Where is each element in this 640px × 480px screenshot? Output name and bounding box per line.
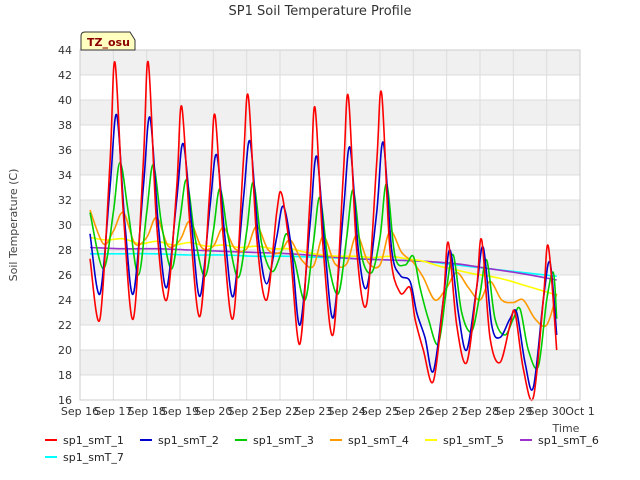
x-tick-label: Sep 18 (128, 405, 166, 418)
x-tick-label: Sep 22 (261, 405, 299, 418)
x-tick-label: Sep 17 (94, 405, 132, 418)
plot-band (80, 225, 580, 250)
y-tick-label: 44 (58, 44, 72, 57)
x-tick-label: Sep 30 (528, 405, 566, 418)
x-tick-label: Sep 25 (361, 405, 399, 418)
x-tick-label: Sep 23 (294, 405, 332, 418)
plot-band (80, 350, 580, 375)
y-axis-label: Soil Temperature (C) (7, 169, 20, 282)
plot-band (80, 75, 580, 100)
x-tick-label: Sep 27 (428, 405, 466, 418)
tz-annotation: TZ_osu (80, 31, 136, 51)
x-tick-label: Sep 16 (61, 405, 99, 418)
x-tick-label: Sep 20 (194, 405, 232, 418)
legend: sp1_smT_1 sp1_smT_2 sp1_smT_3 sp1_smT_4 sp1_… (45, 434, 599, 464)
x-axis-label: Time (552, 422, 580, 435)
legend-label-sp1_smT_5: sp1_smT_5 (443, 434, 504, 447)
chart-title: SP1 Soil Temperature Profile (229, 4, 412, 19)
y-tick-label: 34 (58, 169, 72, 182)
x-tick-label: Sep 24 (328, 405, 366, 418)
y-tick-label: 20 (58, 344, 72, 357)
y-tick-label: 32 (58, 194, 72, 207)
x-tick-label: Sep 29 (494, 405, 532, 418)
x-tick-label: Sep 26 (394, 405, 432, 418)
y-tick-label: 30 (58, 219, 72, 232)
y-tick-label: 18 (58, 369, 72, 382)
y-tick-label: 26 (58, 269, 72, 282)
plot-band (80, 175, 580, 200)
annotation-label: TZ_osu (87, 36, 130, 49)
y-tick-label: 24 (58, 294, 72, 307)
plot-band (80, 375, 580, 400)
y-axis-ticks: 16 18 20 22 24 26 28 30 32 34 36 38 40 42 44 (58, 44, 72, 407)
series-layer (89, 60, 558, 401)
plot-frame (79, 49, 581, 401)
x-tick-label: Sep 19 (161, 405, 199, 418)
x-tick-label: Oct 1 (565, 405, 595, 418)
legend-label-sp1_smT_7: sp1_smT_7 (63, 451, 124, 464)
y-tick-label: 28 (58, 244, 72, 257)
legend-label-sp1_smT_2: sp1_smT_2 (158, 434, 219, 447)
plot-band (80, 50, 580, 75)
legend-label-sp1_smT_1: sp1_smT_1 (63, 434, 124, 447)
x-tick-label: Sep 28 (461, 405, 499, 418)
y-tick-label: 22 (58, 319, 72, 332)
legend-label-sp1_smT_6: sp1_smT_6 (538, 434, 599, 447)
legend-label-sp1_smT_3: sp1_smT_3 (253, 434, 314, 447)
y-tick-label: 38 (58, 119, 72, 132)
legend-label-sp1_smT_4: sp1_smT_4 (348, 434, 409, 447)
y-tick-label: 16 (58, 394, 72, 407)
plot-band (80, 100, 580, 125)
plot-band (80, 125, 580, 150)
y-tick-label: 40 (58, 94, 72, 107)
plot-band (80, 150, 580, 175)
annotation-box (80, 31, 136, 51)
y-tick-label: 42 (58, 69, 72, 82)
plot-band (80, 200, 580, 225)
series-line-sp1_smT_1 (89, 60, 558, 401)
y-tick-label: 36 (58, 144, 72, 157)
x-tick-label: Sep 21 (228, 405, 266, 418)
